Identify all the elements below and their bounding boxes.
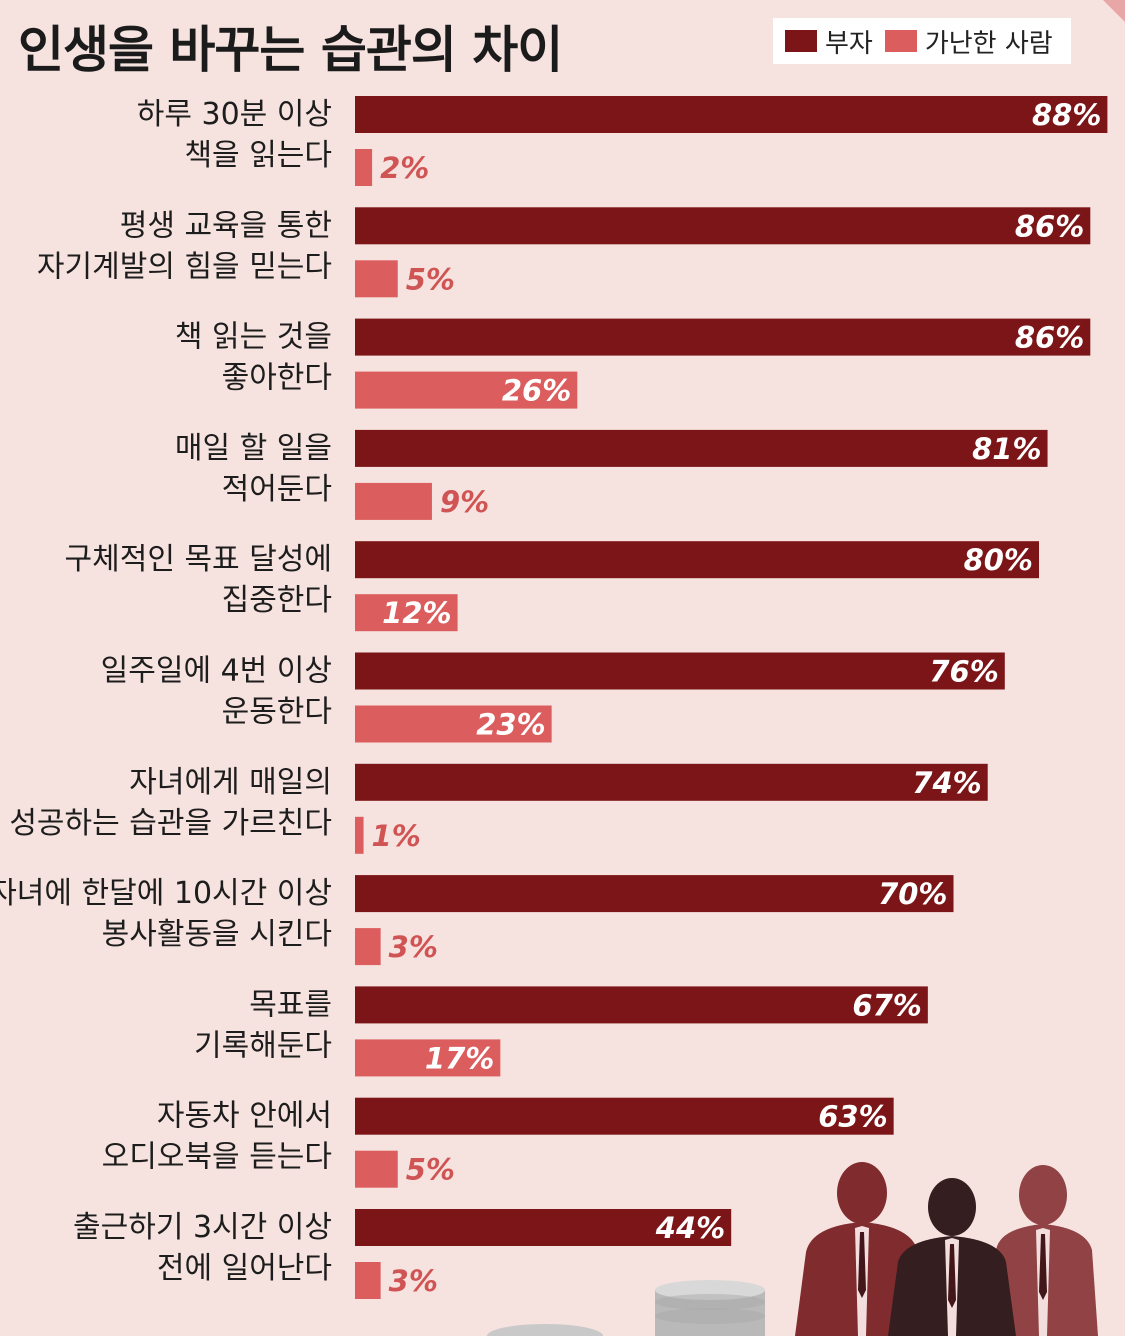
data-label: 3% bbox=[389, 930, 438, 964]
coin-stack-icon bbox=[487, 1280, 765, 1336]
category-label: 적어둔다 bbox=[222, 472, 332, 507]
category-label: 구체적인 목표 달성에 bbox=[65, 542, 332, 577]
data-label: 1% bbox=[372, 819, 421, 853]
legend-item-poor: 가난한 사람 bbox=[884, 23, 1053, 60]
legend-label-poor: 가난한 사람 bbox=[924, 28, 1053, 59]
corner-decoration bbox=[1103, 0, 1125, 22]
legend-label-rich: 부자 bbox=[825, 28, 873, 59]
category-label: 기록해둔다 bbox=[194, 1028, 332, 1063]
bar-poor bbox=[355, 149, 373, 186]
category-label: 책 읽는 것을 bbox=[175, 320, 332, 355]
bar-rich bbox=[355, 763, 988, 801]
category-label: 자녀에 한달에 10시간 이상 bbox=[0, 876, 332, 911]
legend-swatch-poor bbox=[884, 30, 917, 52]
category-label: 오디오북을 듣는다 bbox=[102, 1140, 332, 1175]
category-label: 일주일에 4번 이상 bbox=[101, 654, 332, 689]
bar-rich bbox=[355, 875, 954, 913]
bar-poor bbox=[355, 705, 552, 743]
data-label: 67% bbox=[852, 988, 921, 1022]
legend-swatch-rich bbox=[785, 30, 817, 52]
bar-rich bbox=[355, 652, 1005, 690]
bar-poor bbox=[355, 260, 398, 298]
category-label: 출근하기 3시간 이상 bbox=[73, 1210, 332, 1245]
data-label: 88% bbox=[1032, 98, 1101, 132]
data-label: 3% bbox=[389, 1264, 438, 1298]
bar-poor bbox=[355, 928, 381, 966]
bar-rich bbox=[355, 986, 928, 1024]
category-label: 전에 일어난다 bbox=[157, 1251, 332, 1286]
businessmen-silhouette-icon bbox=[795, 1162, 1098, 1336]
bar-poor bbox=[355, 371, 578, 409]
bar-rich bbox=[355, 1209, 732, 1246]
data-label: 86% bbox=[1015, 209, 1084, 243]
category-label: 평생 교육을 통한 bbox=[120, 208, 332, 243]
chart-title: 인생을 바꾸는 습관의 차이 bbox=[18, 21, 563, 79]
bar-rich bbox=[355, 207, 1091, 245]
legend-item-rich: 부자 bbox=[785, 23, 873, 60]
data-label: 9% bbox=[440, 485, 489, 519]
legend: 부자 가난한 사람 bbox=[773, 18, 1071, 64]
data-label: 17% bbox=[425, 1041, 494, 1075]
data-label: 44% bbox=[655, 1211, 725, 1245]
category-label: 자기계발의 힘을 믿는다 bbox=[37, 249, 332, 284]
bar-poor bbox=[355, 1039, 501, 1077]
category-label: 매일 할 일을 bbox=[175, 431, 332, 466]
data-label: 76% bbox=[929, 655, 998, 689]
bar-rich bbox=[355, 96, 1108, 133]
bar-poor bbox=[355, 482, 432, 520]
category-label: 자동차 안에서 bbox=[157, 1099, 332, 1134]
category-label: 성공하는 습관을 가르친다 bbox=[9, 806, 332, 841]
category-label: 운동한다 bbox=[222, 695, 332, 730]
data-label: 70% bbox=[878, 877, 947, 911]
data-label: 23% bbox=[476, 708, 545, 742]
category-label: 좋아한다 bbox=[222, 361, 332, 396]
data-label: 81% bbox=[972, 432, 1041, 466]
category-label: 책을 읽는다 bbox=[184, 138, 332, 173]
data-label: 63% bbox=[818, 1100, 887, 1134]
data-label: 2% bbox=[380, 151, 429, 185]
data-label: 12% bbox=[382, 596, 451, 630]
bar-poor bbox=[355, 1150, 398, 1188]
bar-poor bbox=[355, 816, 364, 854]
bar-poor bbox=[355, 1262, 381, 1299]
data-label: 80% bbox=[964, 543, 1033, 577]
bar-poor bbox=[355, 594, 458, 632]
category-label: 봉사활동을 시킨다 bbox=[102, 917, 332, 952]
data-label: 5% bbox=[406, 262, 455, 296]
data-label: 86% bbox=[1015, 321, 1084, 355]
category-label: 하루 30분 이상 bbox=[137, 97, 332, 132]
bar-rich bbox=[355, 318, 1091, 356]
bar-rich bbox=[355, 541, 1039, 579]
category-label: 자녀에게 매일의 bbox=[129, 765, 332, 800]
category-label: 목표를 bbox=[249, 987, 332, 1022]
data-label: 5% bbox=[406, 1153, 455, 1187]
data-label: 26% bbox=[502, 374, 571, 408]
data-label: 74% bbox=[912, 766, 981, 800]
bar-rich bbox=[355, 429, 1048, 467]
category-label: 집중한다 bbox=[222, 583, 332, 618]
bar-rich bbox=[355, 1097, 894, 1135]
